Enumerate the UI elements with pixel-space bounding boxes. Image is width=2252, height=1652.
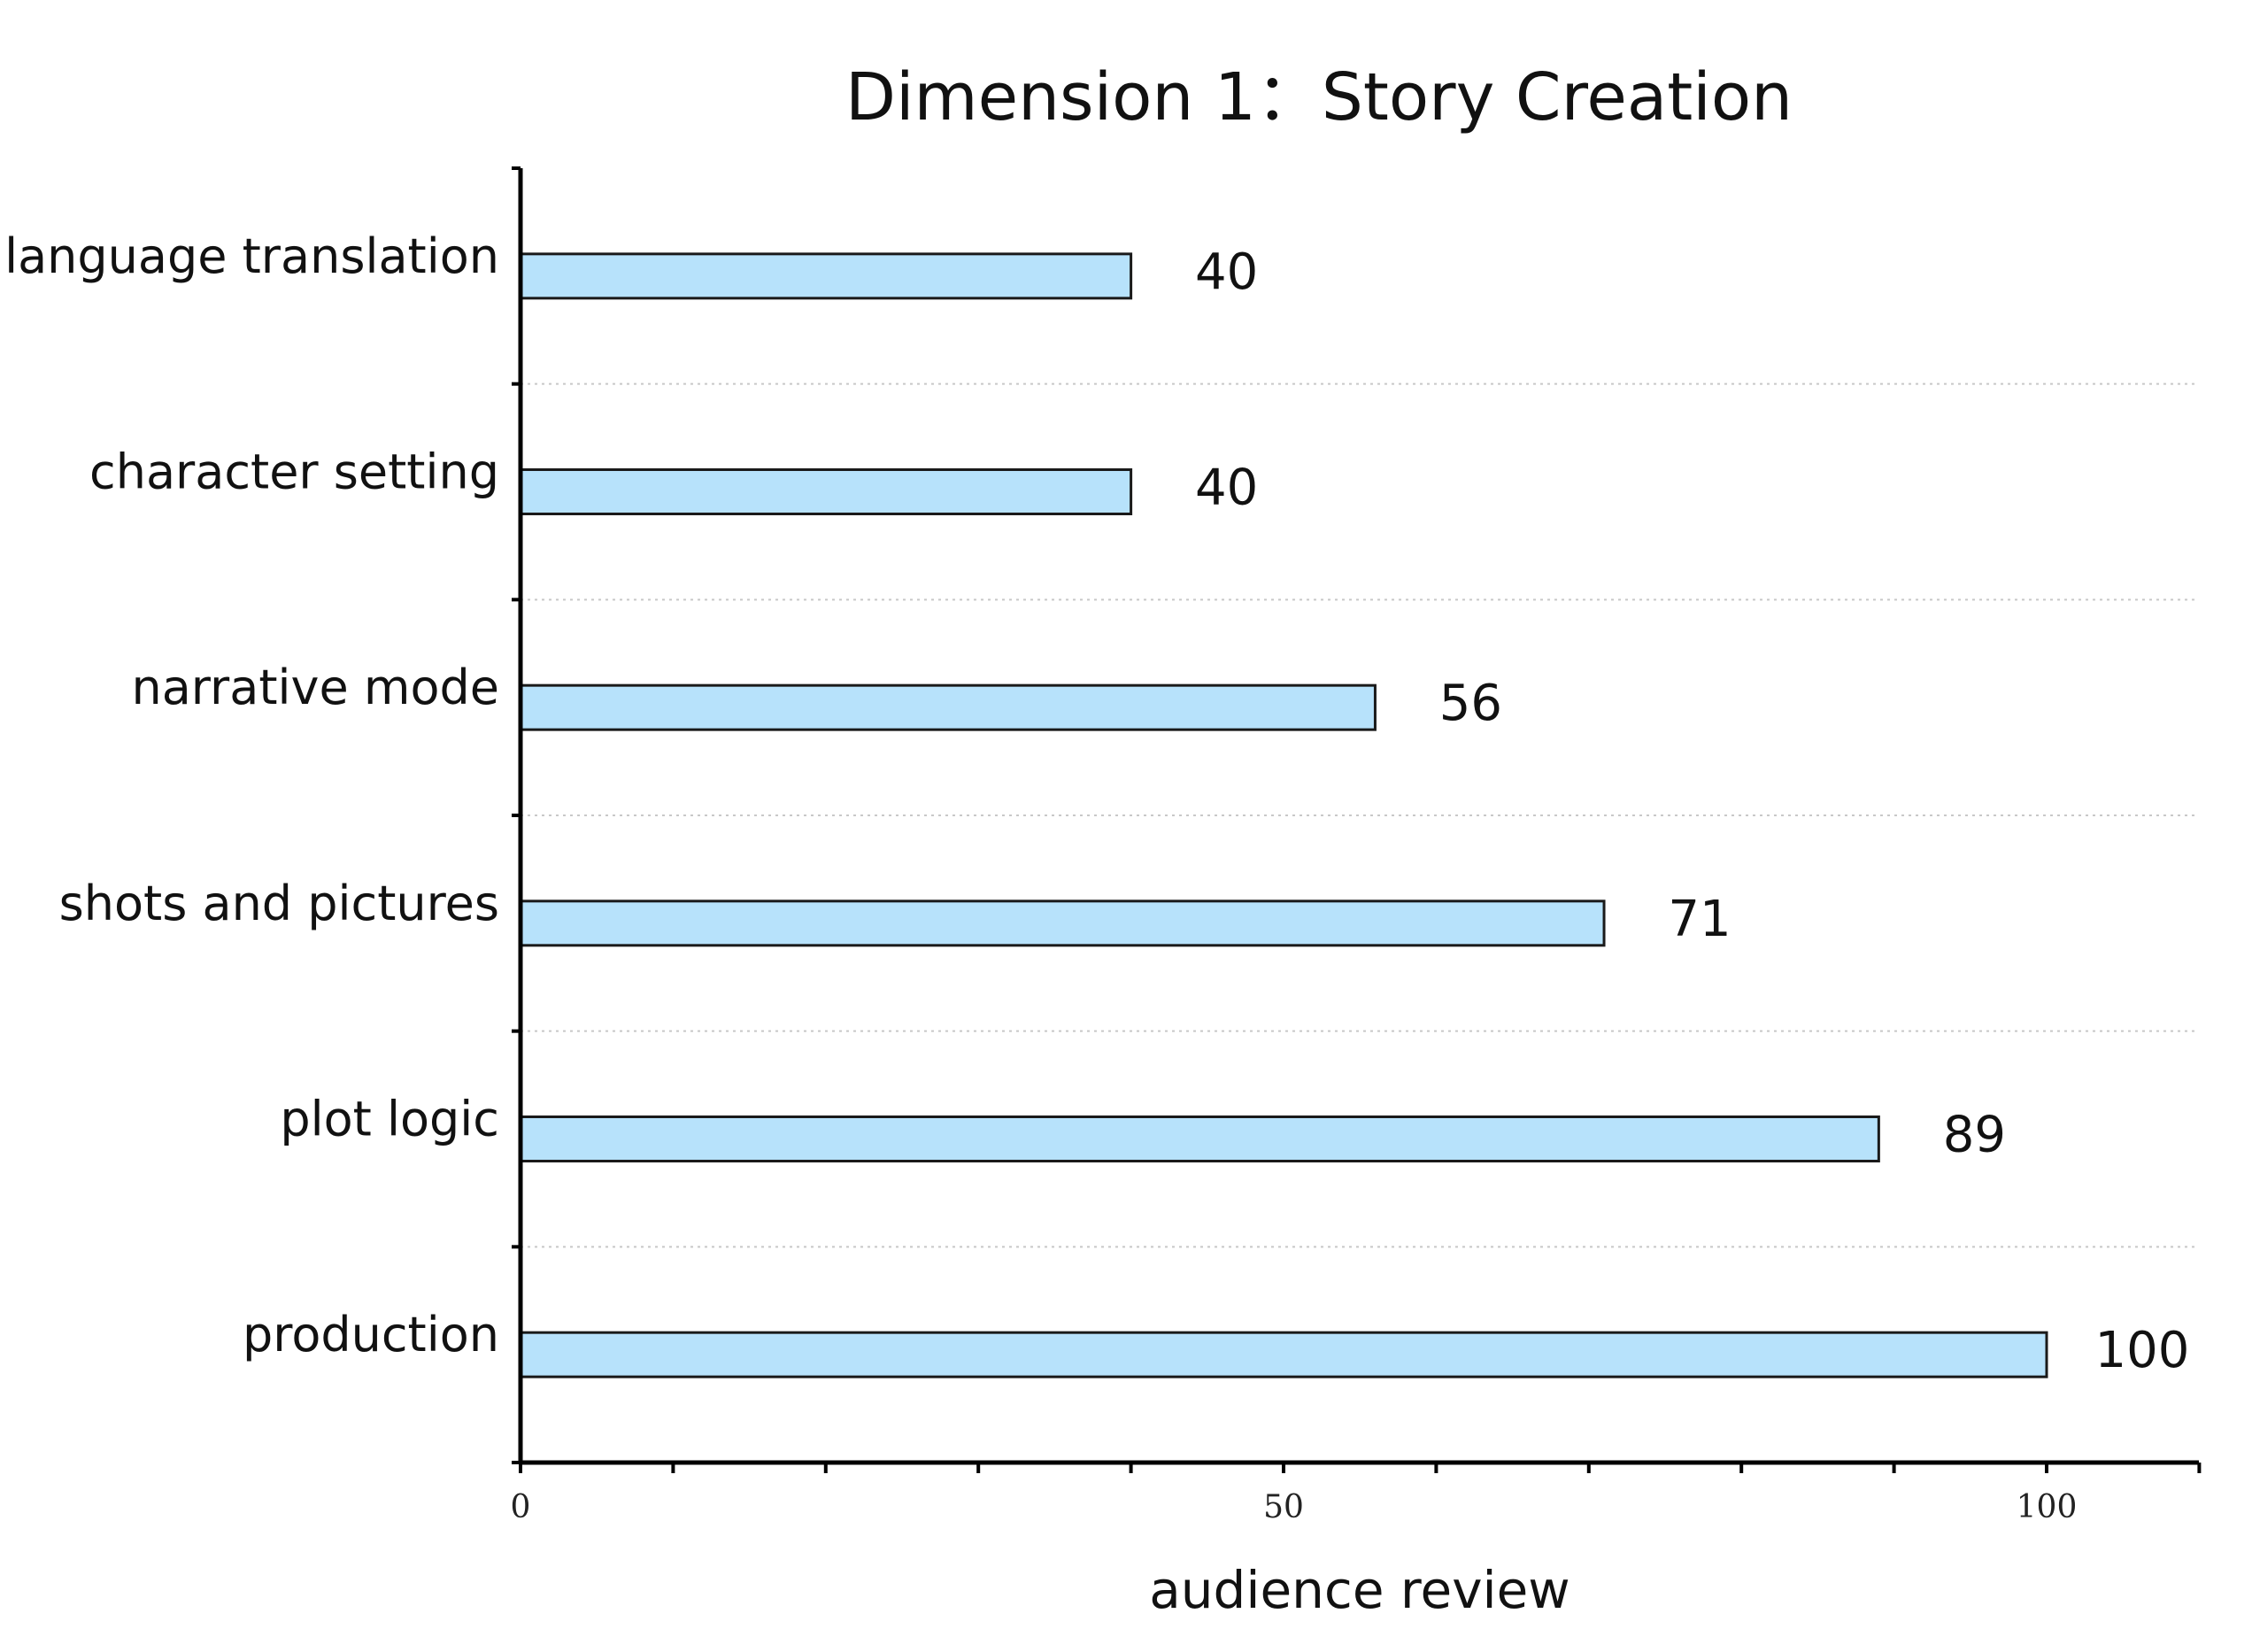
category-label: shots and pictures xyxy=(59,876,499,931)
x-tick-label: 50 xyxy=(1263,1489,1304,1525)
axes xyxy=(512,166,2199,1465)
bar xyxy=(519,468,1133,515)
bar xyxy=(519,899,1606,947)
x-axis-ticks: 0 50 100 xyxy=(511,1463,2202,1525)
data-label: 89 xyxy=(1943,1107,2006,1164)
category-label: language translation xyxy=(4,228,499,284)
value-labels: 40 40 56 71 89 100 xyxy=(1195,243,2189,1379)
bar xyxy=(519,1331,2048,1378)
chart-title: Dimension 1：Story Creation xyxy=(845,59,1793,135)
bar xyxy=(519,1115,1880,1162)
category-labels: language translation character setting nar… xyxy=(4,228,499,1363)
data-label: 71 xyxy=(1668,891,1731,948)
data-label: 100 xyxy=(2095,1322,2190,1379)
category-label: plot logic xyxy=(280,1092,499,1147)
bar xyxy=(519,683,1377,731)
category-label: production xyxy=(243,1307,499,1363)
category-label: character setting xyxy=(89,444,499,500)
bar xyxy=(519,252,1133,300)
data-label: 56 xyxy=(1439,675,1502,732)
data-label: 40 xyxy=(1195,243,1258,301)
x-tick-label: 100 xyxy=(2017,1489,2078,1525)
category-label: narrative mode xyxy=(131,660,499,715)
x-axis-title: audience review xyxy=(1149,1560,1570,1620)
x-tick-label: 0 xyxy=(511,1489,531,1525)
bars xyxy=(519,252,2048,1378)
data-label: 40 xyxy=(1195,459,1258,517)
